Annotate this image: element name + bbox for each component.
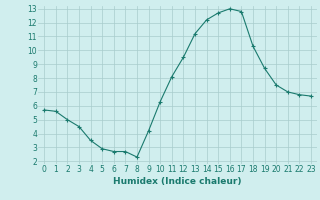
X-axis label: Humidex (Indice chaleur): Humidex (Indice chaleur) xyxy=(113,177,242,186)
